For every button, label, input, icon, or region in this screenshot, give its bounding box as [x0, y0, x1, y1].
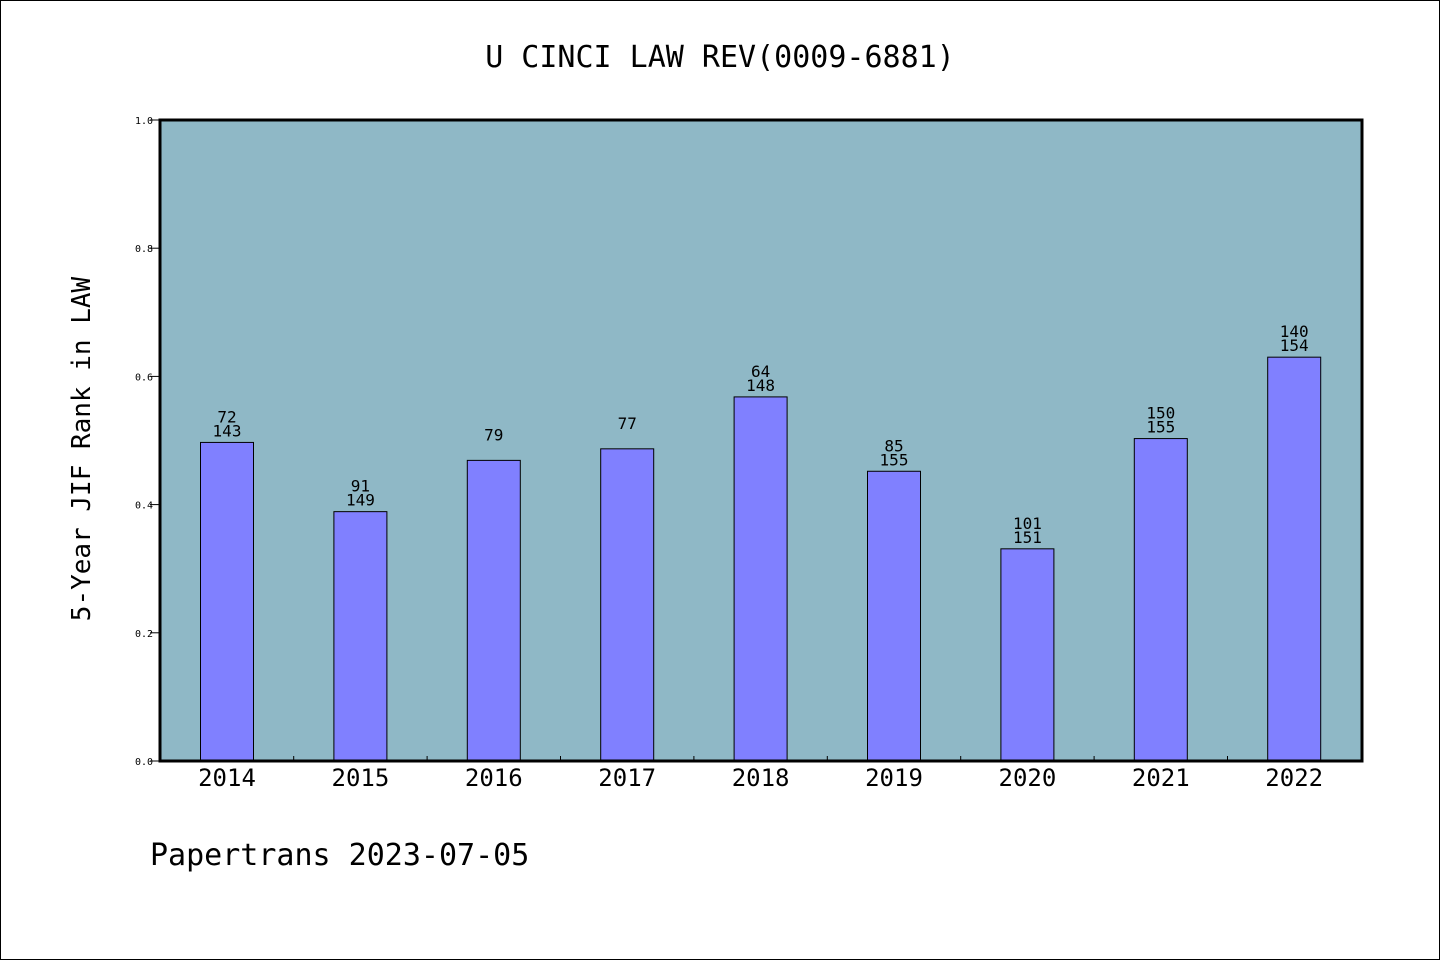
x-ticks-group: 2014 2015 2016 2017 2018 2019 2020 2021 2022: [198, 756, 1323, 792]
y-tick-label-0.0: 0.0: [135, 757, 153, 768]
bar-2018: [733, 396, 788, 762]
bar-2021: [1133, 438, 1188, 762]
y-tick-label-0.8: 0.8: [135, 244, 153, 255]
data-label-top-2019: 85: [884, 436, 903, 455]
bar-2017: [600, 448, 655, 762]
x-tick-label-2015: 2015: [332, 764, 390, 792]
x-tick-label-2017: 2017: [598, 764, 656, 792]
bar-2016: [466, 459, 521, 762]
bar-2015: [333, 511, 388, 762]
chart-title: U CINCI LAW REV(0009-6881): [485, 40, 955, 75]
data-label-bottom-2015: 149: [346, 491, 375, 510]
data-label-top-2018: 64: [751, 362, 770, 381]
y-tick-label-0.4: 0.4: [135, 501, 153, 512]
bar-2019: [867, 470, 921, 762]
plot-border: [158, 118, 1364, 763]
x-tick-label-2020: 2020: [999, 764, 1057, 792]
bar-2020: [1000, 548, 1055, 762]
y-axis-label: 5-Year JIF Rank in LAW: [67, 276, 97, 621]
x-tick-label-2019: 2019: [865, 764, 923, 792]
bar-2022: [1267, 356, 1322, 762]
data-label-bottom-2016: 79: [484, 425, 503, 444]
y-ticks-group: 0.0 0.2 0.4 0.6 0.8 1.0: [135, 116, 160, 768]
footer-text: Papertrans 2023-07-05: [150, 838, 529, 873]
data-label-top-2020: 101: [1013, 514, 1042, 533]
bars-group: 7214391149797764148851551011511501551401…: [200, 322, 1322, 762]
data-label-top-2015: 91: [351, 477, 370, 496]
data-label-bottom-2018: 148: [746, 376, 775, 395]
x-tick-label-2016: 2016: [465, 764, 523, 792]
x-tick-label-2018: 2018: [732, 764, 790, 792]
data-label-top-2022: 140: [1280, 322, 1309, 341]
y-tick-label-0.2: 0.2: [135, 629, 153, 640]
data-label-bottom-2022: 154: [1280, 336, 1309, 355]
bar-2014: [200, 441, 254, 762]
data-label-top-2014: 72: [217, 407, 236, 426]
data-label-top-2021: 150: [1146, 404, 1175, 423]
x-tick-label-2014: 2014: [198, 764, 256, 792]
data-label-bottom-2020: 151: [1013, 528, 1042, 547]
x-tick-label-2022: 2022: [1265, 764, 1323, 792]
x-tick-label-2021: 2021: [1132, 764, 1190, 792]
data-label-bottom-2017: 77: [618, 414, 637, 433]
data-label-bottom-2014: 143: [213, 421, 242, 440]
data-label-bottom-2019: 155: [880, 450, 909, 469]
y-tick-label-0.6: 0.6: [135, 372, 153, 383]
data-label-bottom-2021: 155: [1146, 418, 1175, 437]
y-tick-label-1.0: 1.0: [135, 116, 153, 127]
